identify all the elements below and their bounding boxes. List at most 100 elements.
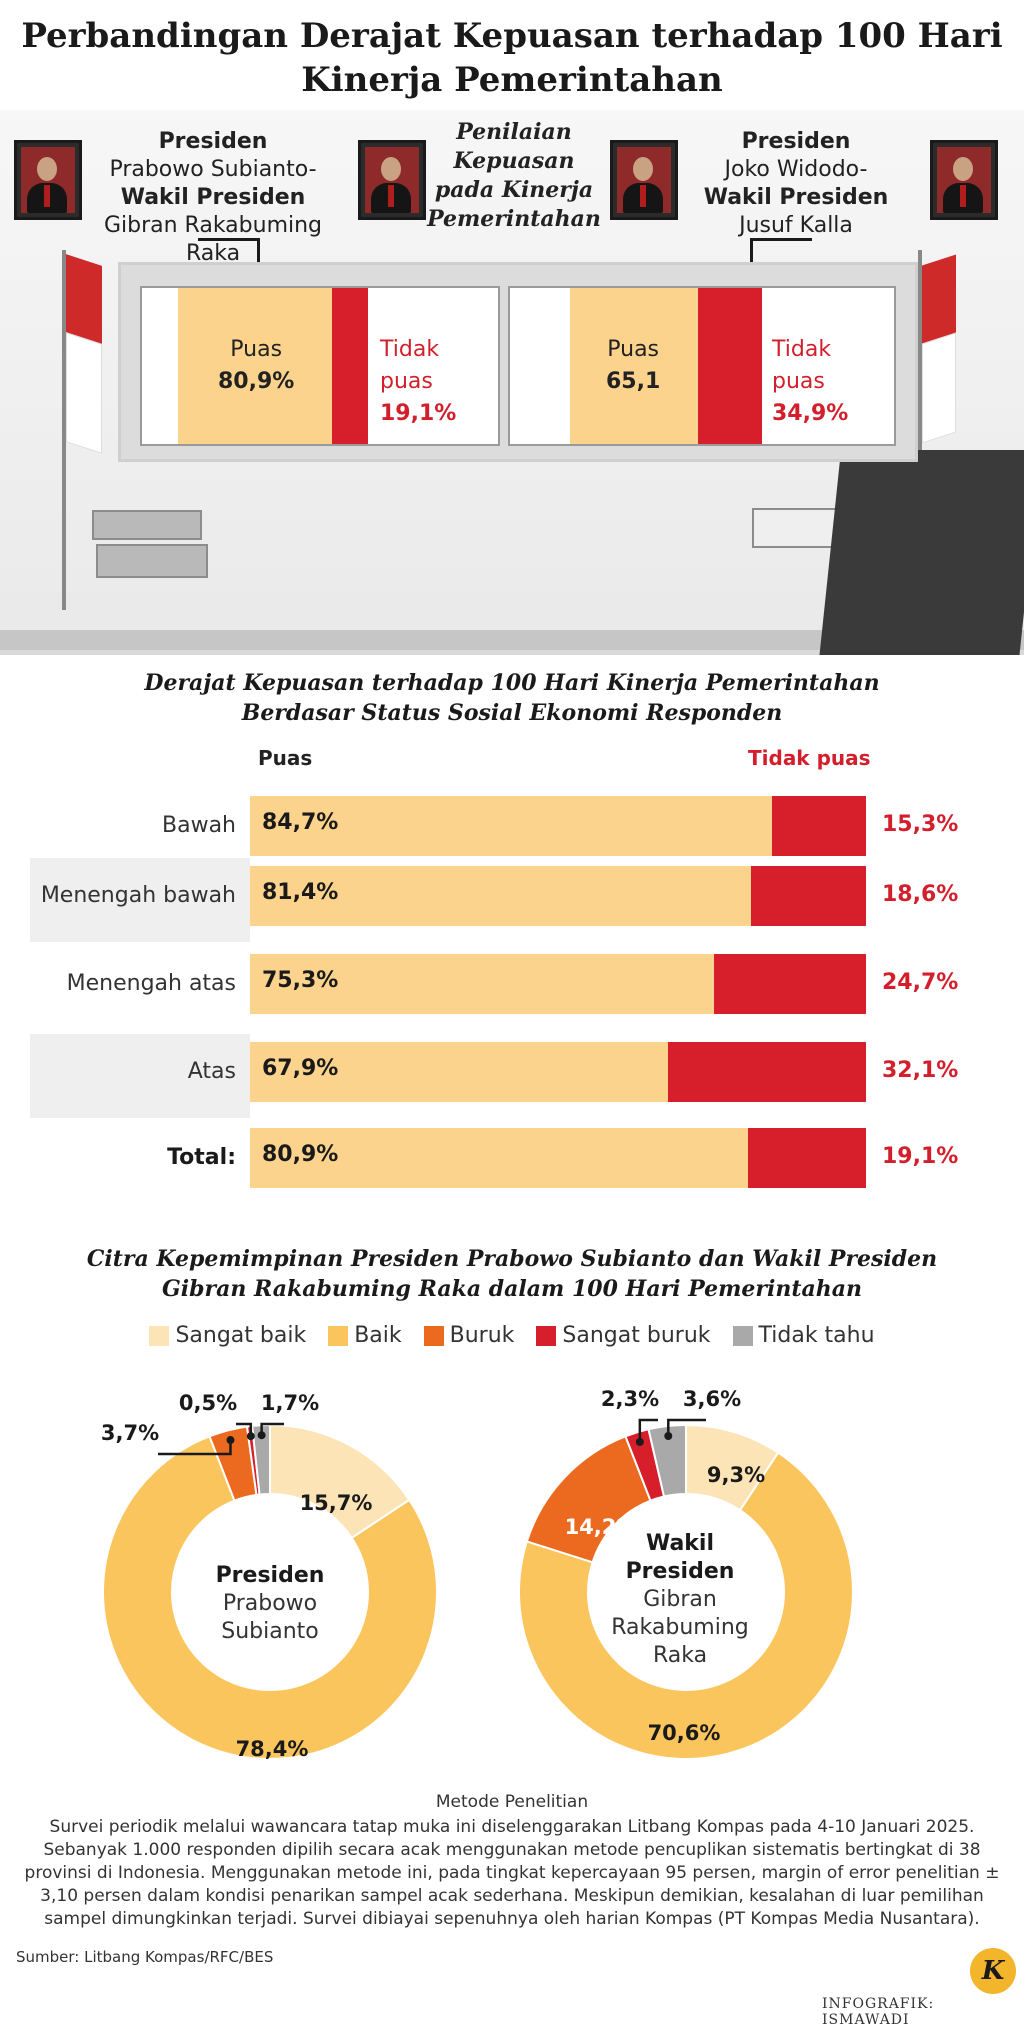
row-label: Atas xyxy=(187,1059,236,1084)
donut-label-vp-0: 9,3% xyxy=(707,1463,765,1487)
donut-leader-dot-vp-4 xyxy=(664,1432,673,1441)
flag-right-white xyxy=(922,332,956,444)
bar-puas xyxy=(250,1128,748,1188)
flag-right-red xyxy=(922,254,956,346)
board-left-tidak-label1: Tidak xyxy=(380,337,440,362)
board-right-tidak-label2: puas xyxy=(772,369,825,394)
board-right-tidak-value: 34,9% xyxy=(772,401,849,426)
left-group-line2: Prabowo Subianto- xyxy=(109,157,317,182)
source: Sumber: Litbang Kompas/RFC/BES xyxy=(16,1948,274,1966)
credit: INFOGRAFIK: ISMAWADI xyxy=(822,1996,935,2027)
board-left-tidak-label2: puas xyxy=(380,369,433,394)
donut-label-vp-4: 3,6% xyxy=(683,1387,741,1411)
donut-label-president-2: 3,7% xyxy=(101,1421,159,1445)
bar-tidak-puas xyxy=(668,1042,866,1102)
center-label: Penilaian Kepuasan pada Kinerja Pemerint… xyxy=(427,119,601,232)
donut-label-vp-3: 2,3% xyxy=(601,1387,659,1411)
donut-leader-dot-president-4 xyxy=(257,1431,266,1440)
donut-leader-vp-4 xyxy=(667,1418,706,1437)
donut-vp-center: Wakil Presiden Gibran Rakabuming Raka xyxy=(611,1531,749,1668)
bar-puas xyxy=(250,866,751,926)
row-band-2 xyxy=(30,1034,250,1118)
left-group-line4: Gibran Rakabuming Raka xyxy=(103,213,323,266)
left-group-line1: Presiden xyxy=(158,129,268,154)
donut-label-president-0: 15,7% xyxy=(300,1491,373,1515)
donut-leader-president-2 xyxy=(158,1440,232,1456)
board-left-puas-value: 80,9% xyxy=(218,369,295,394)
right-group-label: Presiden Joko Widodo- Wakil Presiden Jus… xyxy=(680,128,912,240)
donut-leader-dot-president-2 xyxy=(226,1436,235,1445)
main-title: Perbandingan Derajat Kepuasan terhadap 1… xyxy=(21,16,1003,100)
board-right-puas-value: 65,1 xyxy=(606,369,661,394)
bar-puas-value: 80,9% xyxy=(262,1142,339,1167)
donut-leader-dot-president-3 xyxy=(246,1432,255,1441)
board-left-puas-text: Puas 80,9% xyxy=(218,334,294,398)
kompas-logo: K xyxy=(970,1948,1016,1994)
stacked-bar: 75,3% xyxy=(250,954,866,1014)
stacked-bar: 80,9% xyxy=(250,1128,866,1188)
bar-puas xyxy=(250,1042,668,1102)
monitor xyxy=(818,450,1024,655)
board-left-tidak xyxy=(332,288,368,444)
donut-legend: Sangat baik Baik Buruk Sangat buruk Tida… xyxy=(0,1323,1024,1348)
section2-title-line1: Derajat Kepuasan terhadap 100 Hari Kiner… xyxy=(144,670,880,696)
row-band-1 xyxy=(30,858,250,942)
flag-pole-right xyxy=(918,250,922,570)
portrait-jusuf-kalla xyxy=(930,140,998,220)
board-left-tidak-text: Tidak puas 19,1% xyxy=(380,334,456,430)
row-label: Menengah bawah xyxy=(40,883,236,908)
right-group-line2: Joko Widodo- xyxy=(724,157,868,182)
legend-item-buruk: Buruk xyxy=(423,1323,514,1348)
bar-puas-value: 81,4% xyxy=(262,880,339,905)
donut-slice-president-1 xyxy=(102,1435,438,1760)
right-group-line4: Jusuf Kalla xyxy=(739,213,853,238)
board-right: Puas 65,1 Tidak puas 34,9% xyxy=(508,286,896,446)
board-right-puas-label: Puas xyxy=(607,337,660,362)
board-right-tidak-text: Tidak puas 34,9% xyxy=(772,334,848,430)
donut-leader-dot-vp-3 xyxy=(635,1437,644,1446)
donut-slice-vp-4 xyxy=(647,1423,687,1498)
donut-label-president-4: 1,7% xyxy=(261,1391,319,1415)
donut-charts: 15,7% 78,4% 3,7% 0,5% 1,7% 9,3% 70,6% 14,2% 2,3%… xyxy=(101,1387,854,1761)
left-group-line3: Wakil Presiden xyxy=(120,185,306,210)
bar-tidak-puas-value: 24,7% xyxy=(882,970,959,995)
board-right-puas-text: Puas 65,1 xyxy=(606,334,660,398)
bar-puas-value: 75,3% xyxy=(262,968,339,993)
board-left: Puas 80,9% Tidak puas 19,1% xyxy=(140,286,500,446)
section3-title-line1: Citra Kepemimpinan Presiden Prabowo Subi… xyxy=(86,1246,938,1272)
bar-tidak-puas-value: 15,3% xyxy=(882,812,959,837)
donut-leader-vp-3 xyxy=(638,1418,658,1442)
bar-puas-value: 67,9% xyxy=(262,1056,339,1081)
section2-title-line2: Berdasar Status Sosial Ekonomi Responden xyxy=(241,700,783,726)
bar-tidak-puas xyxy=(714,954,866,1014)
flag-pole-left xyxy=(62,250,66,610)
legend-item-baik: Baik xyxy=(328,1323,402,1348)
donut-slice-vp-1 xyxy=(518,1451,854,1760)
board-left-tidak-value: 19,1% xyxy=(380,401,457,426)
donut-president-center: Presiden Prabowo Subianto xyxy=(215,1563,325,1644)
board-right-puas xyxy=(570,288,698,444)
bar-puas xyxy=(250,796,772,856)
donut-label-president-1: 78,4% xyxy=(236,1737,309,1761)
bar-tidak-puas-value: 32,1% xyxy=(882,1058,959,1083)
bar-tidak-puas xyxy=(772,796,866,856)
left-group-label: Presiden Prabowo Subianto- Wakil Preside… xyxy=(80,128,346,268)
bar-tidak-puas xyxy=(751,866,866,926)
row-label: Bawah xyxy=(162,813,236,838)
flag-left-white xyxy=(66,332,102,454)
right-group-line1: Presiden xyxy=(741,129,851,154)
bar-puas-value: 84,7% xyxy=(262,810,339,835)
donut-label-vp-2: 14,2% xyxy=(565,1515,638,1539)
tray-left-top xyxy=(92,510,202,540)
stacked-bar: 84,7% xyxy=(250,796,866,856)
board-left-puas-label: Puas xyxy=(230,337,283,362)
bar-puas xyxy=(250,954,714,1014)
legend-item-sangat-baik: Sangat baik xyxy=(149,1323,306,1348)
header-tidak-puas: Tidak puas xyxy=(748,746,871,770)
right-group-line3: Wakil Presiden xyxy=(703,185,889,210)
board-left-puas xyxy=(178,288,332,444)
bar-tidak-puas-value: 19,1% xyxy=(882,1144,959,1169)
donut-slice-president-4 xyxy=(251,1423,271,1496)
row-label: Total: xyxy=(167,1145,236,1170)
board-right-tidak-label1: Tidak xyxy=(772,337,832,362)
